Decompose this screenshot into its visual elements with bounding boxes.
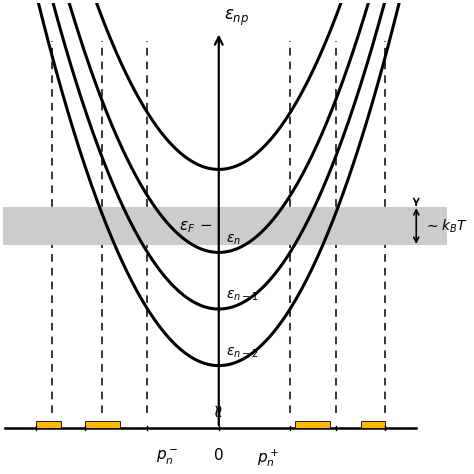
- Text: $p_n^-$: $p_n^-$: [156, 447, 178, 466]
- Text: $\approx$: $\approx$: [210, 403, 228, 422]
- Text: $\varepsilon_n$: $\varepsilon_n$: [226, 232, 241, 247]
- Text: $\varepsilon_{np}$: $\varepsilon_{np}$: [224, 8, 249, 28]
- Bar: [361, 421, 385, 428]
- Bar: [85, 421, 120, 428]
- Text: $\varepsilon_{n-1}$: $\varepsilon_{n-1}$: [226, 289, 259, 303]
- Bar: [3, 207, 447, 245]
- Text: $\varepsilon_F\,-$: $\varepsilon_F\,-$: [179, 219, 213, 235]
- Text: $\sim k_B T$: $\sim k_B T$: [424, 217, 467, 235]
- Text: $\varepsilon_{n-2}$: $\varepsilon_{n-2}$: [226, 346, 259, 360]
- Bar: [295, 421, 330, 428]
- Bar: [36, 421, 61, 428]
- Text: $0$: $0$: [213, 447, 224, 463]
- Text: $p_n^+$: $p_n^+$: [257, 447, 279, 469]
